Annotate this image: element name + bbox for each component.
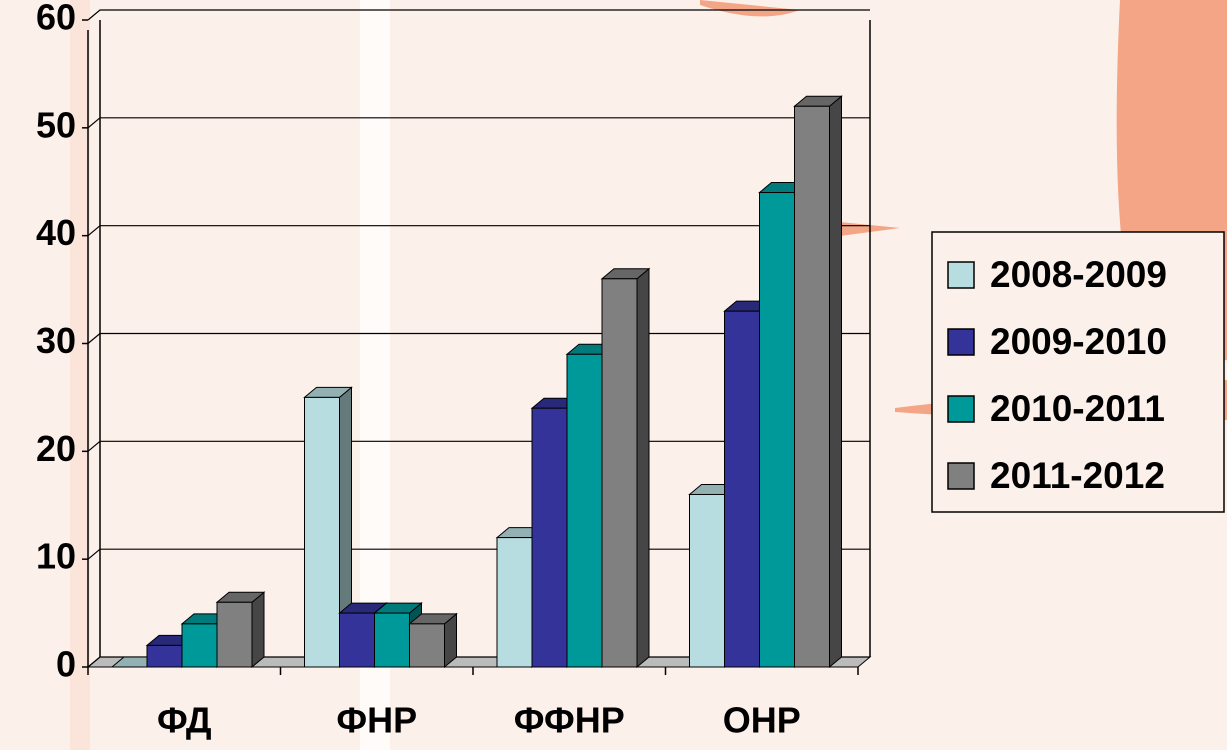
y-tick-label: 10 — [36, 536, 76, 577]
y-tick-label: 60 — [36, 0, 76, 38]
bar-front — [601, 278, 638, 668]
legend-swatch — [947, 261, 975, 289]
bar — [793, 95, 843, 669]
legend-label: 2011-2012 — [990, 455, 1165, 496]
bar-front — [794, 105, 830, 668]
bar-side — [636, 267, 650, 669]
bar-front — [181, 623, 218, 668]
y-tick-label: 40 — [36, 212, 76, 253]
legend-label: 2009-2010 — [990, 321, 1167, 362]
bar-front — [496, 537, 533, 668]
y-tick-label: 0 — [56, 644, 76, 685]
bar-front — [146, 644, 183, 668]
x-tick-label: ФФНР — [514, 700, 625, 741]
bar-front — [339, 612, 375, 668]
bar-front — [374, 612, 410, 668]
plot-area: 0 10 20 30 40 50 60 ФД ФНР ФФНР ОНР — [36, 0, 872, 741]
bar-front — [216, 601, 253, 668]
y-tick-label: 50 — [36, 104, 76, 145]
x-tick-label: ФД — [157, 700, 212, 741]
legend-label: 2010-2011 — [990, 388, 1165, 429]
bar-front — [724, 310, 760, 668]
y-tick-label: 20 — [36, 428, 76, 469]
legend-label: 2008-2009 — [990, 254, 1167, 295]
bar-side — [829, 95, 842, 669]
grid-line — [87, 117, 870, 129]
grid-line — [87, 225, 870, 237]
bar — [600, 267, 651, 669]
grid-line — [87, 9, 870, 21]
x-tick-label: ФНР — [336, 700, 417, 741]
bar — [303, 386, 353, 669]
bar-front — [531, 407, 568, 668]
bar-front — [566, 353, 603, 668]
legend: 2008-2009 2009-2010 2010-2011 2011-2012 — [947, 254, 1167, 496]
bar-front — [759, 192, 795, 668]
decor-shape — [700, 0, 800, 17]
y-tick-label: 30 — [36, 320, 76, 361]
legend-swatch — [947, 462, 975, 490]
bar-front — [304, 396, 340, 668]
legend-swatch — [947, 395, 975, 423]
legend-box — [931, 231, 1225, 513]
legend-swatch — [947, 328, 975, 356]
bar — [215, 591, 266, 669]
bar-side — [251, 591, 265, 669]
bar-front — [689, 493, 725, 668]
bar — [408, 612, 458, 669]
decor-stripe — [70, 0, 90, 750]
bar-front — [409, 623, 445, 668]
x-tick-label: ОНР — [723, 700, 801, 741]
